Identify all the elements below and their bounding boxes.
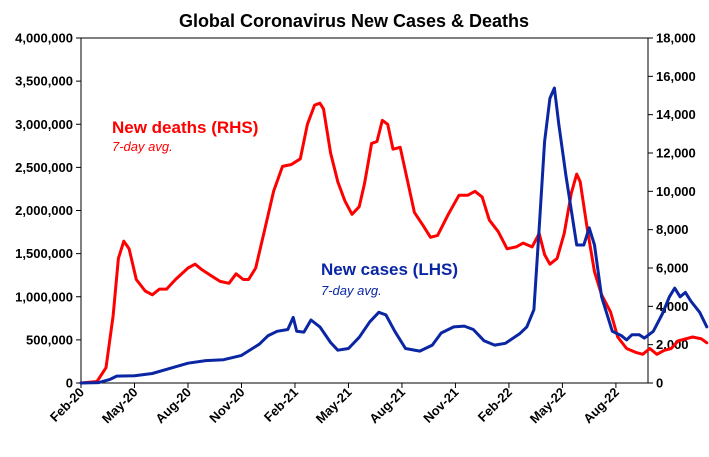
left-tick-label: 3,000,000: [15, 117, 73, 132]
right-tick-label: 12,000: [656, 146, 696, 161]
cases-series-sublabel: 7-day avg.: [321, 283, 382, 298]
left-tick-label: 2,500,000: [15, 160, 73, 175]
right-tick-label: 4,000: [656, 299, 689, 314]
left-tick-label: 1,500,000: [15, 246, 73, 261]
right-tick-label: 14,000: [656, 107, 696, 122]
chart-title: Global Coronavirus New Cases & Deaths: [179, 11, 529, 31]
cases-series-label: New cases (LHS): [321, 260, 458, 279]
right-tick-label: 0: [656, 376, 663, 391]
right-tick-label: 18,000: [656, 31, 696, 46]
left-tick-label: 0: [66, 376, 73, 391]
series-layer: [79, 86, 709, 385]
deaths-series-sublabel: 7-day avg.: [112, 139, 173, 154]
right-tick-label: 6,000: [656, 261, 689, 276]
left-tick-label: 3,500,000: [15, 74, 73, 89]
left-tick-label: 4,000,000: [15, 31, 73, 46]
left-tick-label: 1,000,000: [15, 289, 73, 304]
left-axis: 0 500,000 1,000,000 1,500,000 2,000,000 2,500…: [15, 31, 81, 391]
right-tick-label: 8,000: [656, 222, 689, 237]
left-tick-label: 500,000: [26, 332, 73, 347]
left-tick-label: 2,000,000: [15, 203, 73, 218]
right-tick-label: 16,000: [656, 69, 696, 84]
cases-line: [79, 86, 709, 385]
right-tick-label: 10,000: [656, 184, 696, 199]
deaths-series-label: New deaths (RHS): [112, 118, 258, 137]
